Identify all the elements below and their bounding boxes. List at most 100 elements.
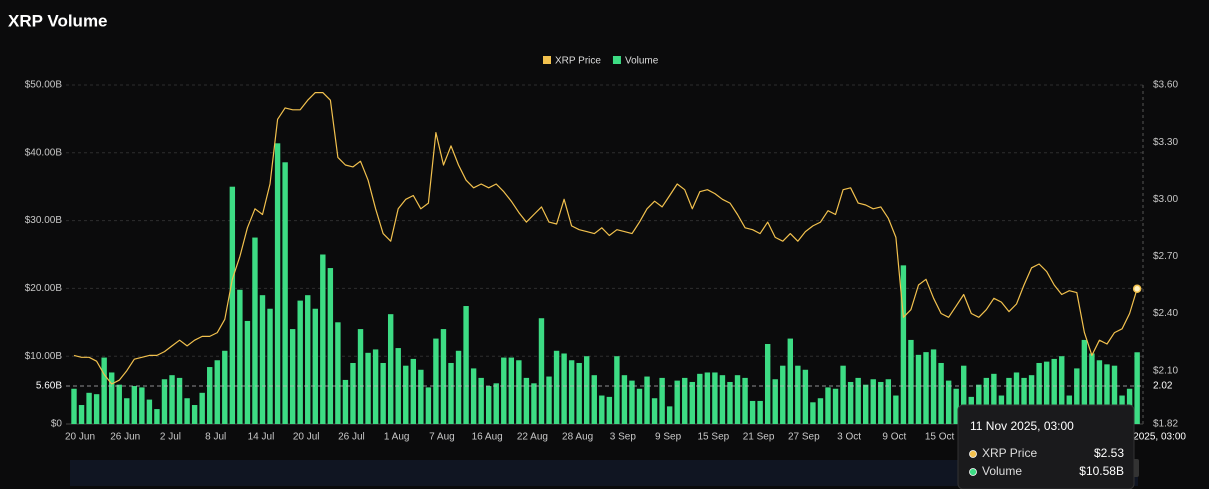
volume-bar — [387, 314, 394, 424]
volume-bar — [222, 350, 228, 424]
x-tick-label: 27 Sep — [788, 432, 820, 443]
volume-bar — [584, 356, 590, 424]
x-tick-label: 14 Jul — [248, 432, 275, 443]
volume-bar — [297, 300, 303, 424]
volume-bar — [191, 405, 198, 424]
volume-bar — [146, 399, 153, 424]
volume-bar — [93, 394, 100, 424]
x-tick-label: 15 Sep — [698, 432, 730, 443]
volume-bar — [817, 398, 824, 424]
volume-bar — [689, 381, 695, 424]
x-tick-label: 20 Jul — [293, 432, 320, 443]
x-tick-label: 7 Aug — [429, 432, 455, 443]
x-tick-label: 2 Jul — [160, 432, 181, 443]
volume-bar — [1104, 364, 1110, 424]
volume-bar — [923, 352, 929, 424]
volume-bar — [915, 354, 922, 424]
volume-bar — [124, 398, 130, 424]
x-tick-label: 21 Sep — [743, 432, 775, 443]
y2-tick-label: $3.00 — [1153, 194, 1178, 205]
tooltip: 11 Nov 2025, 03:00 XRP Price $2.53 Volume $1… — [957, 404, 1135, 489]
volume-bar — [161, 379, 168, 424]
volume-bar — [682, 377, 688, 424]
volume-bar — [1081, 339, 1088, 424]
volume-bar — [252, 237, 258, 424]
x-tick-label: 3 Sep — [610, 432, 637, 443]
volume-bar — [930, 349, 937, 424]
x-tick-label: 26 Jul — [338, 432, 365, 443]
volume-bar — [983, 377, 990, 424]
volume-bar — [1013, 372, 1020, 424]
tooltip-name: XRP Price — [982, 446, 1037, 460]
volume-bar — [810, 402, 816, 424]
volume-bar — [772, 379, 778, 424]
volume-bar — [742, 377, 748, 424]
tooltip-value: $10.58B — [1079, 464, 1124, 478]
volume-bar — [282, 162, 288, 425]
y2-tick-label: $2.10 — [1153, 365, 1178, 376]
volume-bar — [1074, 368, 1080, 424]
x-tick-label: 15 Oct — [925, 432, 955, 443]
volume-bar — [357, 329, 364, 424]
volume-bar — [418, 369, 424, 424]
volume-bar — [802, 369, 809, 424]
volume-bar — [893, 395, 899, 424]
volume-bar — [561, 353, 567, 424]
y2-tick-label: $2.40 — [1153, 308, 1178, 319]
volume-bar — [410, 358, 416, 424]
volume-bar — [870, 379, 876, 424]
volume-bar — [764, 343, 771, 424]
volume-bar — [101, 357, 107, 424]
volume-bar — [116, 384, 122, 424]
volume-bar — [945, 380, 952, 424]
x-tick-label: 9 Sep — [655, 432, 682, 443]
volume-bar — [425, 387, 432, 424]
crosshair-label: 11 Nov 2025, 03:00 — [1099, 432, 1186, 443]
volume-bar — [176, 377, 183, 424]
y-tick-label: $0 — [51, 419, 63, 430]
y-tick-label: $10.00B — [25, 351, 63, 362]
volume-bar — [961, 365, 967, 424]
y-tick-label: $50.00B — [25, 80, 63, 91]
volume-bar — [380, 362, 386, 424]
volume-bar — [244, 320, 251, 424]
volume-bar — [516, 360, 522, 424]
volume-bar — [463, 306, 469, 424]
volume-bar — [433, 338, 439, 424]
volume-bar — [712, 372, 718, 424]
tooltip-name: Volume — [982, 464, 1022, 478]
volume-bar — [207, 367, 213, 424]
tooltip-box — [957, 404, 1135, 489]
volume-bar — [523, 377, 530, 424]
volume-bar — [787, 338, 793, 424]
volume-bar — [749, 400, 756, 424]
volume-bar — [229, 186, 236, 424]
tooltip-dot — [969, 450, 977, 458]
volume-bar — [825, 387, 831, 424]
volume-bar — [1134, 352, 1140, 424]
volume-bar — [855, 377, 861, 424]
y2-tick-label: $1.82 — [1153, 419, 1178, 430]
volume-bar — [1036, 362, 1042, 424]
legend: XRP Price Volume — [543, 56, 659, 67]
volume-bar — [568, 360, 575, 424]
volume-bar — [531, 383, 537, 424]
volume-bar — [184, 398, 190, 424]
volume-bar — [320, 254, 326, 424]
volume-bar — [614, 356, 620, 424]
y2-tick-label: $3.30 — [1153, 137, 1178, 148]
volume-bar — [342, 379, 349, 424]
volume-bar — [508, 357, 515, 424]
volume-bar — [991, 373, 997, 424]
volume-bar — [501, 357, 507, 424]
volume-bar — [169, 375, 175, 424]
legend-swatch — [612, 56, 621, 64]
tooltip-value: $2.53 — [1094, 446, 1124, 460]
volume-bar — [644, 376, 650, 424]
y2-reference-label: 2.02 — [1153, 381, 1173, 392]
tooltip-title: 11 Nov 2025, 03:00 — [970, 419, 1074, 433]
reference-label: 5.60B — [36, 381, 62, 392]
volume-bar — [553, 350, 560, 424]
volume-bar — [470, 368, 477, 424]
